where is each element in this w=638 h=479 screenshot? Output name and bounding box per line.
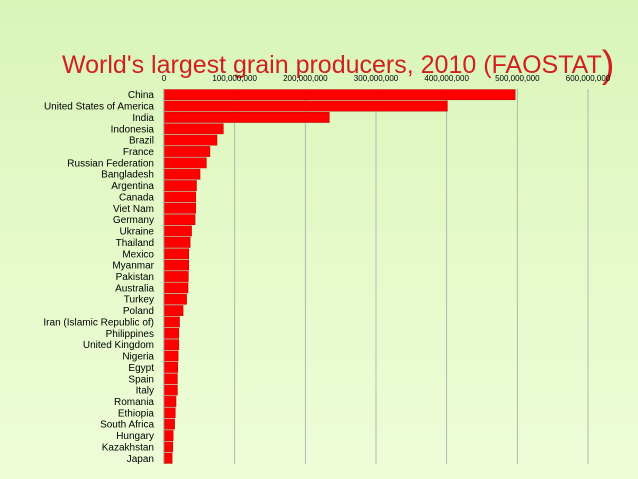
- bar: [163, 248, 189, 260]
- bar: [163, 123, 224, 135]
- gridlines: [163, 89, 589, 464]
- bar: [163, 282, 189, 294]
- bar: [163, 202, 197, 214]
- category-label: Myanmar: [112, 261, 154, 272]
- x-tick-label: 0: [162, 74, 167, 83]
- bar: [163, 191, 197, 203]
- chart-title: World's largest grain producers, 2010 (F…: [62, 40, 615, 86]
- category-label: Philippines: [106, 329, 154, 340]
- category-label: United States of America: [44, 102, 154, 113]
- category-label: Canada: [119, 192, 154, 203]
- bar: [163, 112, 330, 123]
- bar: [163, 237, 191, 248]
- category-label: Japan: [127, 454, 154, 465]
- category-label: Bangladesh: [101, 170, 154, 181]
- category-label: South Africa: [100, 420, 154, 431]
- bar: [163, 225, 192, 237]
- category-label: Romania: [114, 397, 154, 408]
- x-tick-label: 600,000,000: [566, 74, 611, 83]
- category-label: France: [123, 147, 155, 158]
- category-label: Russian Federation: [67, 158, 154, 169]
- bar: [163, 430, 174, 441]
- chart-title-suffix: ): [601, 44, 615, 86]
- bar: [163, 373, 178, 385]
- category-label: Iran (Islamic Republic of): [43, 317, 154, 328]
- bar: [163, 350, 179, 362]
- category-label: Ethiopia: [118, 408, 155, 419]
- category-label: Poland: [123, 306, 154, 317]
- category-label: India: [132, 113, 154, 124]
- x-tick-label: 500,000,000: [495, 74, 540, 83]
- bar: [163, 293, 187, 305]
- x-tick-label: 300,000,000: [354, 74, 399, 83]
- bar: [163, 384, 178, 396]
- category-label: Turkey: [124, 295, 154, 306]
- bar: [163, 271, 189, 282]
- category-label: Egypt: [128, 363, 154, 374]
- bar: [163, 259, 189, 271]
- category-label: China: [128, 90, 155, 101]
- bar: [163, 89, 516, 101]
- bar: [163, 452, 173, 464]
- category-label: Ukraine: [120, 227, 155, 238]
- x-tick-label: 200,000,000: [283, 74, 328, 83]
- bar: [163, 134, 218, 146]
- category-label: Viet Nam: [113, 204, 154, 215]
- bar: [163, 157, 207, 169]
- category-label: Nigeria: [122, 352, 154, 363]
- bar: [163, 418, 175, 430]
- category-label: Hungary: [116, 431, 154, 442]
- bar: [163, 168, 201, 180]
- bar: [163, 316, 180, 328]
- bar: [163, 407, 176, 419]
- bar: [163, 441, 174, 453]
- x-tick-label: 100,000,000: [212, 74, 257, 83]
- category-label: Pakistan: [116, 272, 154, 283]
- category-label: Kazakhstan: [102, 442, 154, 453]
- bar: [163, 396, 177, 407]
- x-tick-label: 400,000,000: [424, 74, 469, 83]
- bar: [163, 362, 179, 373]
- bars: [163, 89, 516, 464]
- bar: [163, 146, 211, 157]
- bar: [163, 180, 197, 191]
- chart-title-text: World's largest grain producers, 2010 (F…: [62, 51, 602, 79]
- bar: [163, 100, 448, 112]
- category-label: Thailand: [116, 238, 154, 249]
- category-label: Australia: [115, 283, 154, 294]
- bar: [163, 339, 180, 351]
- bar: [163, 327, 180, 339]
- category-label: Spain: [128, 374, 154, 385]
- category-label: Indonesia: [111, 124, 155, 135]
- category-label: Mexico: [122, 249, 154, 260]
- category-label: Argentina: [111, 181, 154, 192]
- category-label: Italy: [136, 386, 154, 397]
- bar: [163, 305, 184, 316]
- x-axis-ticks: 0 100,000,000 200,000,000 300,000,000 400,00…: [162, 74, 611, 83]
- category-label: Brazil: [129, 136, 154, 147]
- category-label: United Kingdom: [83, 340, 154, 351]
- category-label: Germany: [113, 215, 154, 226]
- bar: [163, 214, 196, 226]
